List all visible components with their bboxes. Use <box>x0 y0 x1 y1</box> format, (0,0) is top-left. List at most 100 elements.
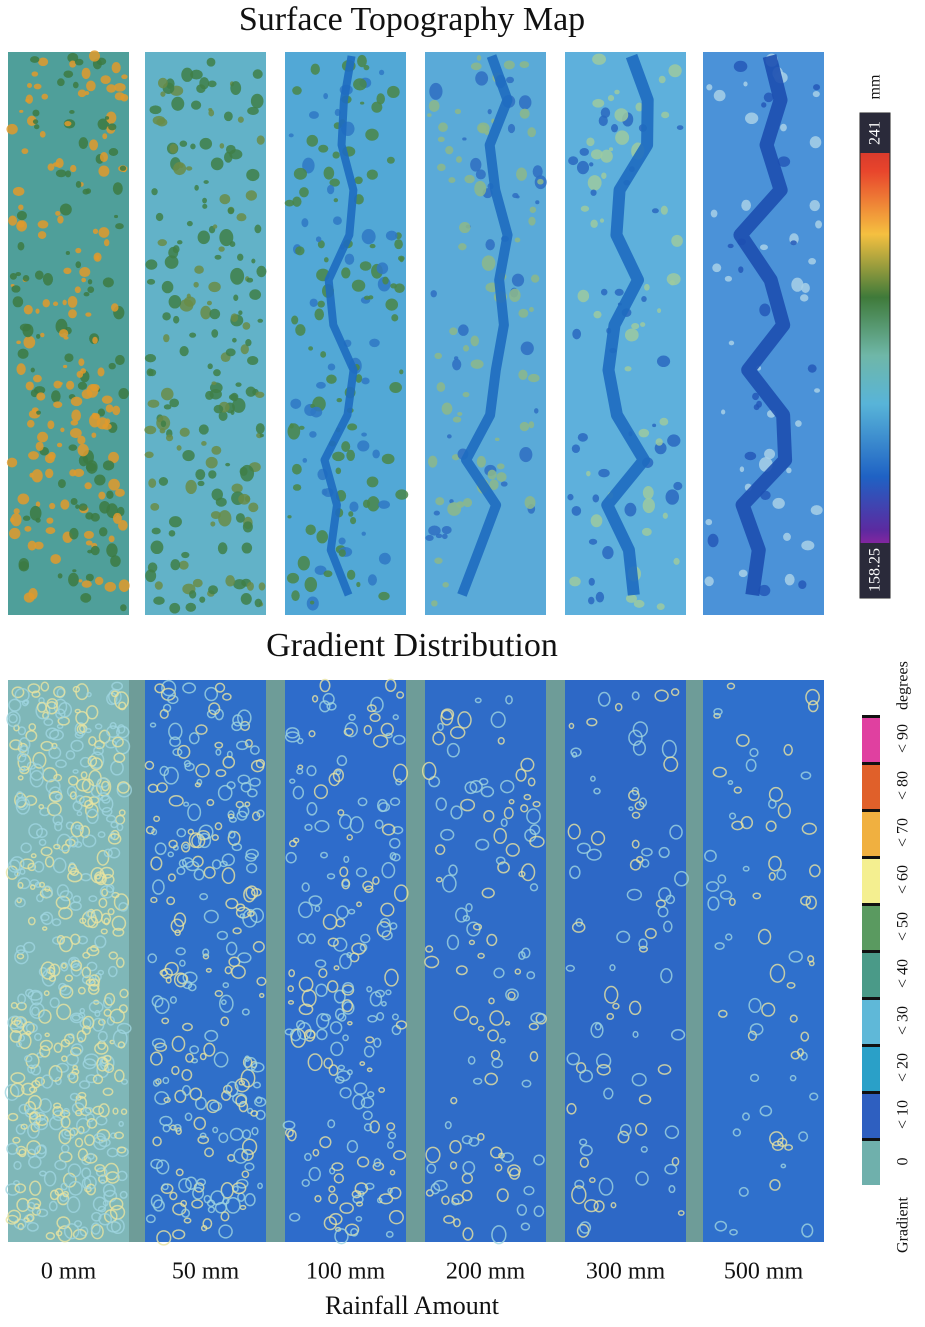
slope-feature <box>529 835 545 848</box>
slope-feature <box>86 1152 95 1160</box>
slope-feature <box>27 862 37 872</box>
surface-feature <box>346 449 355 461</box>
slope-feature <box>500 818 508 828</box>
surface-feature <box>386 156 395 164</box>
slope-feature <box>118 809 126 817</box>
surface-feature <box>391 314 399 322</box>
surface-feature <box>75 504 80 509</box>
surface-feature <box>185 166 193 171</box>
surface-feature <box>298 425 305 430</box>
slope-feature <box>241 1170 250 1179</box>
slope-feature <box>77 986 86 995</box>
legend-swatch <box>862 1138 880 1185</box>
surface-feature <box>73 468 85 477</box>
slope-feature <box>212 1126 219 1134</box>
surface-feature <box>365 128 379 141</box>
surface-feature <box>447 502 462 516</box>
surface-feature <box>36 392 46 401</box>
slope-feature <box>707 896 720 911</box>
slope-feature <box>26 1213 35 1222</box>
surface-feature <box>6 457 18 468</box>
rill-channel <box>733 54 793 596</box>
slope-feature <box>16 1001 27 1011</box>
surface-feature <box>437 136 445 143</box>
surface-feature <box>230 392 239 402</box>
slope-feature <box>801 1223 814 1238</box>
slope-feature <box>800 895 812 906</box>
slope-feature <box>469 780 483 793</box>
slope-feature <box>640 1146 648 1153</box>
slope-feature <box>182 682 197 694</box>
slope-feature <box>34 1144 47 1159</box>
slope-feature <box>570 747 582 757</box>
slope-feature <box>714 1220 728 1232</box>
slope-feature <box>657 1064 672 1075</box>
slope-feature <box>25 1030 32 1036</box>
surface-feature <box>225 462 231 467</box>
slope-feature <box>222 982 230 989</box>
slope-feature <box>738 1186 749 1197</box>
slope-feature <box>441 1195 450 1206</box>
surface-feature <box>361 531 366 536</box>
surface-feature <box>102 277 114 288</box>
slope-feature <box>150 1194 163 1209</box>
slope-feature <box>323 1216 337 1231</box>
slope-feature <box>385 1230 394 1238</box>
surface-feature <box>378 500 390 509</box>
slope-feature <box>38 1009 52 1024</box>
slope-feature <box>152 1199 165 1212</box>
slope-feature <box>366 1067 373 1073</box>
slope-feature <box>193 1116 207 1131</box>
slope-feature <box>151 995 164 1008</box>
surface-feature <box>60 499 70 510</box>
slope-feature <box>251 1126 259 1136</box>
surface-feature <box>394 239 403 250</box>
surface-feature <box>25 98 30 103</box>
slope-feature <box>326 980 339 993</box>
surface-feature <box>569 576 581 587</box>
slope-feature <box>252 941 265 953</box>
slope-feature <box>74 708 81 714</box>
surface-feature <box>168 295 182 309</box>
slope-feature <box>380 722 394 737</box>
slope-feature <box>229 1127 244 1141</box>
slope-feature <box>392 734 406 745</box>
slope-feature <box>28 1155 42 1169</box>
surface-feature <box>786 467 792 474</box>
surface-feature <box>229 149 243 160</box>
slope-feature <box>363 724 373 735</box>
slope-feature <box>56 1003 72 1021</box>
surface-feature <box>235 513 245 523</box>
surface-feature <box>8 215 18 226</box>
surface-feature <box>320 351 327 358</box>
surface-feature <box>201 440 207 446</box>
slope-feature <box>593 1200 605 1213</box>
slope-feature <box>765 820 777 832</box>
surface-feature <box>369 338 380 348</box>
surface-feature <box>28 451 39 460</box>
slope-feature <box>106 884 115 893</box>
slope-feature <box>211 859 222 870</box>
slope-feature <box>475 838 490 851</box>
slope-feature <box>392 763 409 783</box>
slope-feature <box>809 1092 819 1101</box>
slope-feature <box>221 853 235 867</box>
slope-feature <box>474 697 482 704</box>
slope-feature <box>328 1193 339 1204</box>
slope-feature <box>199 1132 207 1139</box>
slope-feature <box>55 759 67 769</box>
surface-feature <box>289 423 294 429</box>
slope-feature <box>235 903 246 912</box>
slope-feature <box>593 787 601 795</box>
slope-feature <box>55 708 66 720</box>
surface-feature <box>9 527 21 540</box>
slope-feature <box>532 800 541 808</box>
slope-feature <box>315 983 328 997</box>
slope-feature <box>606 1012 615 1021</box>
slope-feature <box>654 689 669 702</box>
surface-feature <box>254 598 263 608</box>
slope-feature <box>23 699 30 705</box>
surface-feature <box>733 60 748 73</box>
slope-feature <box>768 799 777 809</box>
slope-feature <box>11 686 25 699</box>
